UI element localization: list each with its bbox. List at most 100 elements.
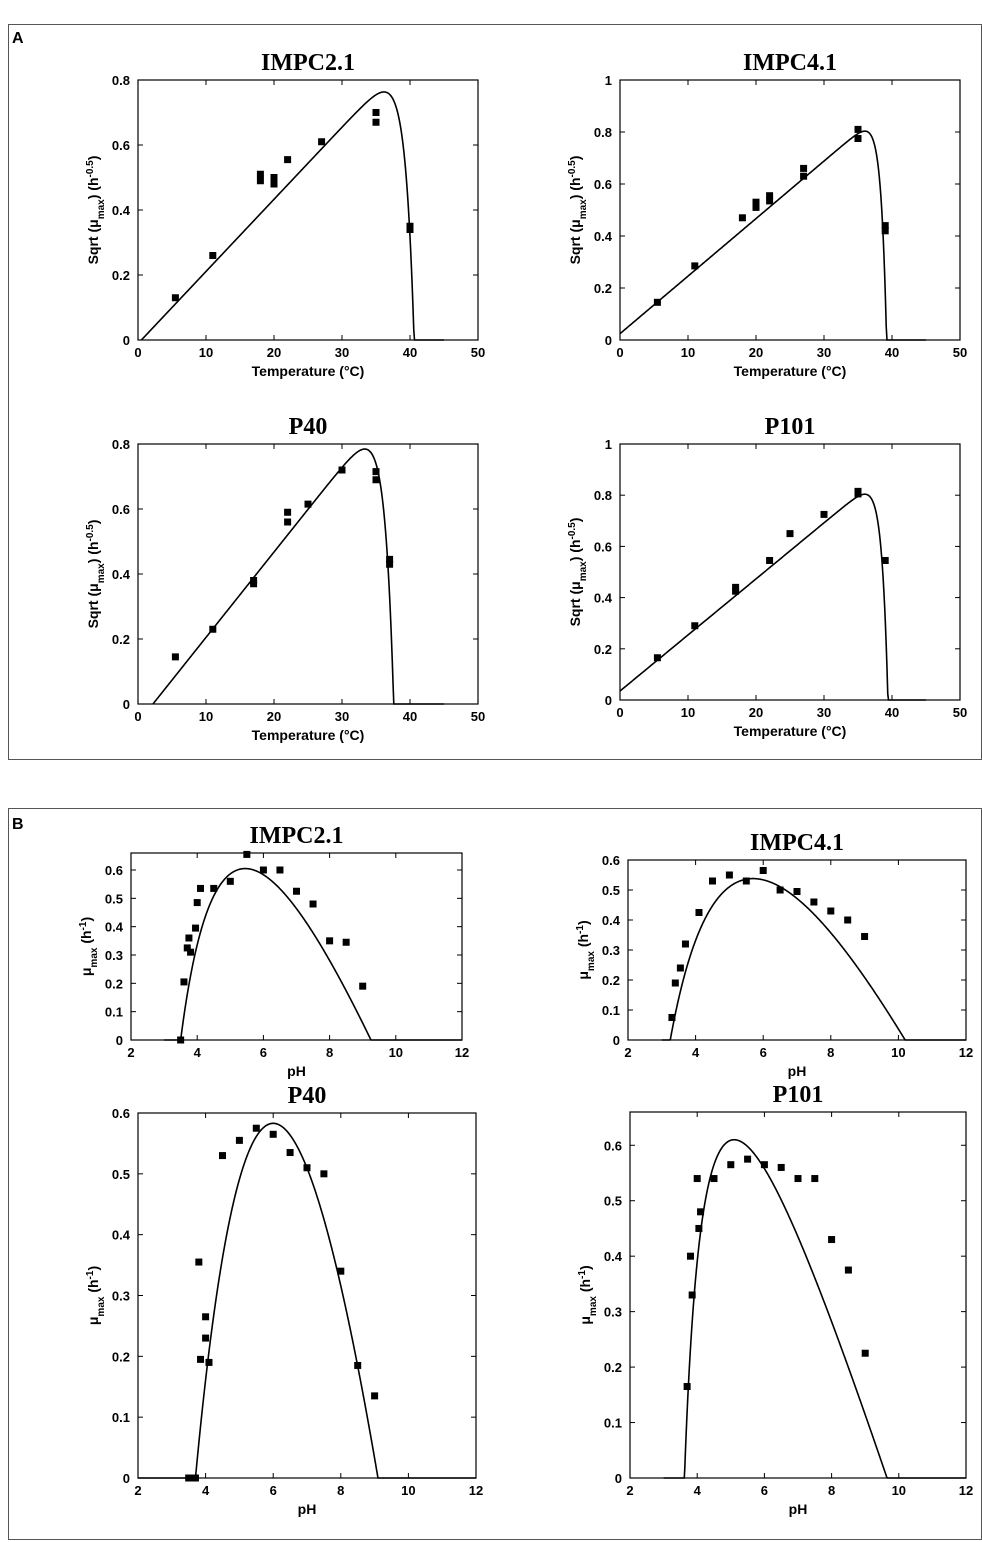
data-point — [742, 877, 750, 885]
chart-a-p101: P101 0 10 20 30 40 50 0 0.2 0.4 0.6 0.8 1 Temperature… — [567, 414, 968, 739]
y-tick-label: 0.6 — [594, 539, 612, 554]
y-tick-label: 0 — [615, 1471, 622, 1486]
x-tick-label: 12 — [959, 1045, 973, 1060]
y-tick-label: 0.3 — [112, 1289, 130, 1304]
data-point — [752, 203, 760, 211]
data-point — [794, 1175, 802, 1183]
data-point — [371, 1392, 379, 1400]
data-point — [766, 192, 774, 200]
data-point — [759, 867, 767, 874]
data-point — [710, 1175, 718, 1183]
data-point — [766, 556, 774, 564]
data-point — [270, 174, 278, 181]
data-point — [210, 884, 218, 892]
data-point — [686, 1252, 694, 1260]
data-point — [192, 924, 200, 932]
x-axis-label: Temperature (°C) — [252, 363, 365, 379]
data-point — [881, 556, 889, 564]
x-tick-label: 12 — [455, 1045, 469, 1060]
data-point — [252, 1124, 260, 1132]
model-fit-curve — [140, 91, 444, 341]
y-tick-label: 0.5 — [112, 1167, 130, 1182]
data-point — [372, 476, 380, 484]
y-tick-label: 0.1 — [112, 1410, 130, 1425]
data-point — [193, 899, 201, 907]
chart-a-impc4-1: IMPC4.1 0 10 20 30 40 50 0 0.2 0.4 0.6 0.8 1 Temperat… — [567, 50, 968, 379]
data-point — [269, 1130, 277, 1138]
chart-title: IMPC2.1 — [250, 823, 344, 849]
y-tick-label: 0.4 — [602, 913, 621, 928]
x-tick-label: 2 — [134, 1483, 141, 1498]
data-point — [197, 1355, 205, 1363]
chart-title: IMPC2.1 — [261, 50, 355, 76]
data-point — [671, 979, 679, 987]
x-tick-label: 30 — [817, 345, 831, 360]
y-tick-label: 0.4 — [112, 567, 131, 582]
x-tick-label: 40 — [885, 705, 899, 720]
chart-title: IMPC4.1 — [750, 830, 844, 856]
data-point — [697, 1208, 705, 1216]
data-point — [284, 156, 292, 164]
data-point — [800, 172, 808, 180]
data-point — [676, 964, 684, 972]
data-point — [286, 1149, 294, 1157]
y-tick-label: 0.4 — [604, 1249, 623, 1264]
chart-title: P101 — [765, 414, 816, 440]
data-point — [386, 555, 394, 563]
data-point — [881, 227, 889, 235]
data-point — [738, 214, 746, 222]
x-tick-label: 10 — [199, 709, 213, 724]
x-tick-label: 10 — [199, 345, 213, 360]
x-axis-label: Temperature (°C) — [252, 727, 365, 743]
data-point — [693, 1175, 701, 1183]
y-tick-label: 0.2 — [604, 1360, 622, 1375]
data-point — [811, 1175, 819, 1183]
data-point — [854, 487, 862, 495]
y-tick-label: 0.2 — [594, 642, 612, 657]
y-tick-label: 0.2 — [112, 1349, 130, 1364]
x-tick-label: 2 — [127, 1045, 134, 1060]
data-point — [250, 577, 258, 584]
chart-b-impc2-1: IMPC2.1 2 4 6 8 10 12 0 0.1 0.2 0.3 0.4 0.5 0.6 pH μmax… — [78, 823, 470, 1079]
chart-a-p40: P40 0 10 20 30 40 50 0 0.2 0.4 0.6 0.8 Temperature (… — [85, 414, 486, 743]
data-point — [318, 138, 326, 146]
chart-b-impc4-1: IMPC4.1 2 4 6 8 10 12 0 0.1 0.2 0.3 0.4 0.5 0.6 pH μmax… — [575, 830, 974, 1079]
data-point — [219, 1152, 226, 1160]
x-axis-label: pH — [789, 1501, 808, 1517]
y-tick-label: 0.4 — [112, 203, 131, 218]
data-point — [270, 180, 278, 188]
y-tick-label: 0.2 — [112, 268, 130, 283]
data-point — [681, 940, 689, 948]
data-point — [187, 948, 195, 956]
y-axis-label: Sqrt (μmax) (h-0.5) — [85, 156, 107, 265]
x-axis-label: pH — [788, 1063, 807, 1079]
data-point — [844, 916, 852, 924]
y-tick-label: 0.2 — [105, 976, 123, 991]
y-axis-label: μmax (h-1) — [85, 1266, 107, 1325]
data-point — [725, 871, 733, 879]
data-point — [861, 933, 869, 940]
x-tick-label: 8 — [827, 1045, 834, 1060]
data-point — [752, 198, 760, 206]
x-tick-label: 4 — [694, 1483, 702, 1498]
data-point — [256, 177, 264, 185]
data-point — [709, 877, 716, 885]
x-tick-label: 6 — [760, 1045, 767, 1060]
y-tick-label: 0.4 — [594, 229, 613, 244]
y-tick-label: 1 — [605, 437, 612, 452]
model-fit-curve — [152, 448, 444, 705]
y-axis-label: Sqrt (μmax) (h-0.5) — [567, 156, 589, 265]
chart-a-impc2-1: IMPC2.1 0 10 20 30 40 50 0 0.2 0.4 0.6 0.8 Temperatu… — [85, 50, 486, 379]
x-axis-label: pH — [287, 1063, 306, 1079]
data-point — [854, 125, 862, 133]
data-point — [320, 1170, 328, 1178]
data-point — [766, 197, 774, 205]
x-tick-label: 0 — [134, 709, 141, 724]
data-point — [695, 909, 703, 916]
y-tick-label: 0.1 — [105, 1005, 123, 1020]
y-tick-label: 0 — [123, 697, 130, 712]
x-tick-label: 40 — [403, 709, 417, 724]
data-point — [827, 907, 835, 915]
x-tick-label: 4 — [202, 1483, 210, 1498]
